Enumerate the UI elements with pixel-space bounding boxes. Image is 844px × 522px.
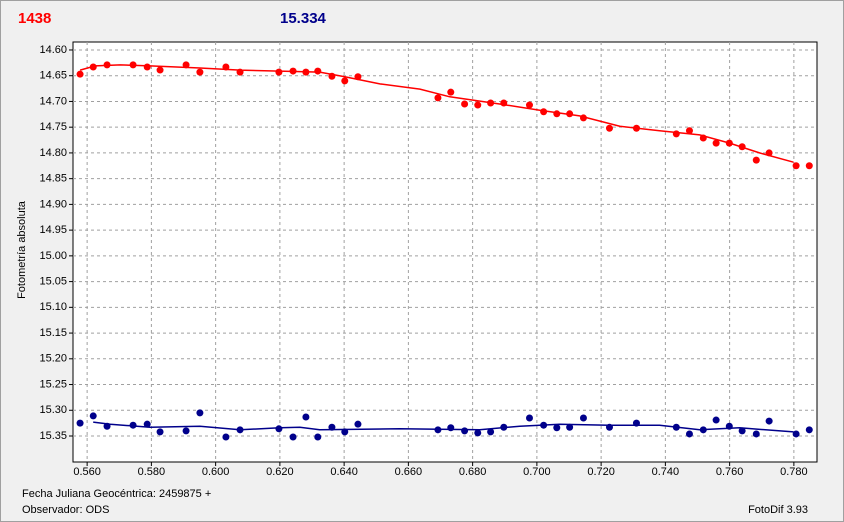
data-point <box>765 417 773 425</box>
data-point <box>182 427 190 435</box>
data-point <box>354 420 362 428</box>
y-tick-label: 15.00 <box>39 250 67 262</box>
data-point <box>805 162 813 170</box>
x-tick-label: 0.720 <box>587 466 615 478</box>
x-tick-label: 0.660 <box>395 466 423 478</box>
data-point <box>525 101 533 109</box>
y-axis-label: Fotometría absoluta <box>16 200 28 299</box>
data-point <box>805 426 813 434</box>
observer-note: Observador: ODS <box>22 504 109 516</box>
y-tick-label: 14.90 <box>39 198 67 210</box>
x-tick-label: 0.560 <box>73 466 101 478</box>
data-point <box>314 67 322 75</box>
x-axis-label: Fecha Juliana Geocéntrica: 2459875 + <box>22 488 211 500</box>
data-point <box>792 162 800 170</box>
data-point <box>553 424 561 432</box>
x-tick-label: 0.780 <box>780 466 808 478</box>
data-point <box>712 416 720 424</box>
data-point <box>487 428 495 436</box>
data-point <box>474 429 482 437</box>
x-tick-label: 0.680 <box>459 466 487 478</box>
data-point <box>341 77 349 85</box>
y-tick-label: 14.70 <box>39 95 67 107</box>
data-point <box>738 427 746 435</box>
x-tick-label: 0.700 <box>523 466 551 478</box>
data-point <box>302 413 310 421</box>
data-point <box>672 130 680 138</box>
data-point <box>89 412 97 420</box>
data-point <box>289 433 297 441</box>
data-point <box>461 427 469 435</box>
data-point <box>447 424 455 432</box>
data-point <box>156 66 164 74</box>
y-tick-label: 15.05 <box>39 276 67 288</box>
chart-title: 1438 <box>18 10 51 27</box>
plot-area <box>72 41 818 463</box>
data-point <box>196 68 204 76</box>
y-tick-label: 15.35 <box>39 430 67 442</box>
y-tick-label: 14.80 <box>39 147 67 159</box>
data-point <box>196 409 204 417</box>
data-point <box>525 414 533 422</box>
x-tick-label: 0.640 <box>330 466 358 478</box>
data-point <box>752 156 760 164</box>
fit-line <box>93 421 794 433</box>
y-tick-label: 15.25 <box>39 378 67 390</box>
data-point <box>566 423 574 431</box>
data-point <box>143 63 151 71</box>
y-tick-label: 15.10 <box>39 301 67 313</box>
y-tick-label: 14.65 <box>39 70 67 82</box>
data-point <box>156 428 164 436</box>
x-tick-label: 0.600 <box>202 466 230 478</box>
data-point <box>474 101 482 109</box>
data-point <box>275 68 283 76</box>
chart-subtitle: 15.334 <box>280 10 327 27</box>
fit-line <box>79 64 794 163</box>
y-tick-label: 15.15 <box>39 327 67 339</box>
data-point <box>447 88 455 96</box>
data-point <box>76 70 84 78</box>
data-point <box>434 94 442 102</box>
data-point <box>461 100 469 108</box>
x-tick-label: 0.740 <box>652 466 680 478</box>
y-tick-label: 14.85 <box>39 173 67 185</box>
y-tick-label: 14.75 <box>39 121 67 133</box>
data-point <box>752 430 760 438</box>
data-point <box>605 124 613 132</box>
data-point <box>275 425 283 433</box>
x-tick-label: 0.580 <box>138 466 166 478</box>
data-point <box>129 421 137 429</box>
data-point <box>143 420 151 428</box>
data-point <box>685 127 693 135</box>
x-tick-label: 0.760 <box>716 466 744 478</box>
data-point <box>222 433 230 441</box>
y-tick-label: 15.20 <box>39 353 67 365</box>
y-tick-label: 14.95 <box>39 224 67 236</box>
y-tick-label: 15.30 <box>39 404 67 416</box>
data-point <box>76 419 84 427</box>
data-point <box>685 430 693 438</box>
data-point <box>712 139 720 147</box>
version-note: FotoDif 3.93 <box>748 504 808 516</box>
x-tick-label: 0.620 <box>266 466 294 478</box>
data-point <box>553 110 561 118</box>
data-point <box>792 430 800 438</box>
y-tick-label: 14.60 <box>39 44 67 56</box>
data-point <box>579 414 587 422</box>
data-point <box>314 433 322 441</box>
